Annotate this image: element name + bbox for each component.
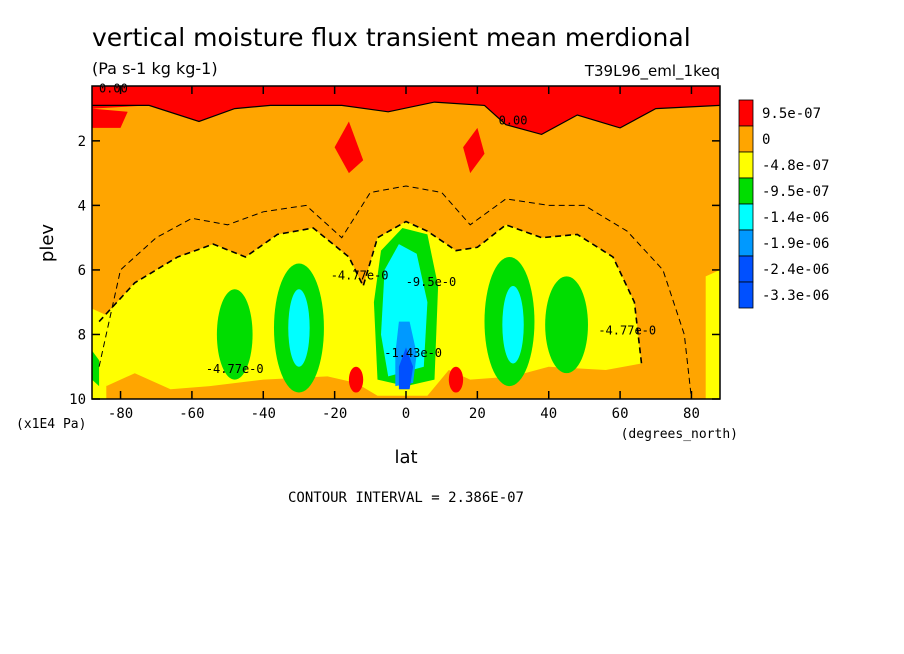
- x-tick-label: -80: [108, 406, 133, 422]
- x-axis-units: (degrees_north): [621, 427, 738, 442]
- contour-label: -4.77e-0: [206, 362, 264, 376]
- region-positive-spot: [334, 121, 364, 174]
- region-positive-spot: [463, 127, 485, 174]
- legend-swatch: [738, 203, 754, 231]
- legend-label: 0: [762, 132, 770, 148]
- colorbar-legend: 9.5e-07 0 -4.8e-07 -9.5e-07 -1.4e-06 -1.9e-06…: [738, 99, 829, 309]
- region-level-minus-1.4e-06: [288, 289, 310, 367]
- contour-interval: CONTOUR INTERVAL = 2.386E-07: [288, 490, 524, 506]
- legend-label: -4.8e-07: [762, 158, 829, 174]
- legend-swatch: [738, 255, 754, 283]
- x-tick-label: 60: [612, 406, 629, 422]
- x-tick-label: 20: [469, 406, 486, 422]
- region-positive-spot: [348, 366, 364, 393]
- contour-label: 0.00: [99, 81, 128, 95]
- region-level-minus-1.4e-06-equator: [381, 244, 428, 377]
- contour-label: -1.43e-0: [384, 346, 442, 360]
- legend-swatch: [738, 99, 754, 127]
- y-tick-label: 10: [69, 392, 86, 408]
- y-tick-label: 2: [78, 134, 86, 150]
- legend-label: -3.3e-06: [762, 288, 829, 304]
- region-positive-top-left: [92, 108, 128, 128]
- contour-label: 0.00: [499, 114, 528, 128]
- legend-label: 9.5e-07: [762, 106, 821, 122]
- contour-line: [98, 185, 692, 399]
- legend-swatch: [738, 281, 754, 309]
- region-level-minus-2.4e-06: [398, 347, 414, 390]
- x-tick-label: -20: [322, 406, 347, 422]
- plot-area: [91, 85, 721, 400]
- legend-label: -9.5e-07: [762, 184, 829, 200]
- x-tick-label: -60: [179, 406, 204, 422]
- x-tick-label: 40: [540, 406, 557, 422]
- x-tick-label: 0: [402, 406, 410, 422]
- y-tick-label: 6: [78, 263, 86, 279]
- legend-label: -2.4e-06: [762, 262, 829, 278]
- chart-units: (Pa s-1 kg kg-1): [92, 59, 218, 78]
- region-level-minus-9.5e-07-edge: [92, 350, 100, 387]
- y-axis-label: plev: [37, 224, 58, 263]
- region-level-minus-1.4e-06: [502, 286, 524, 364]
- y-tick-label: 4: [78, 198, 86, 214]
- contour-label: -4.77e-0: [331, 269, 389, 283]
- region-level-minus-9.5e-07: [545, 276, 588, 374]
- chart-dataset: T39L96_eml_1keq: [584, 62, 720, 81]
- legend-label: -1.4e-06: [762, 210, 829, 226]
- legend-swatch: [738, 151, 754, 179]
- chart-title: vertical moisture flux transient mean me…: [92, 23, 691, 52]
- legend-swatch: [738, 229, 754, 257]
- x-tick-label: -40: [251, 406, 276, 422]
- region-positive-spot: [448, 366, 464, 393]
- legend-label: -1.9e-06: [762, 236, 829, 252]
- contour-label: -9.5e-0: [406, 275, 457, 289]
- legend-swatch: [738, 177, 754, 205]
- x-tick-label: 80: [683, 406, 700, 422]
- y-axis-units: (x1E4 Pa): [16, 417, 86, 432]
- contour-label: -4.77e-0: [598, 323, 656, 337]
- region-level-minus-9.5e-07: [216, 289, 253, 380]
- legend-swatch: [738, 125, 754, 153]
- contour-line: [92, 101, 720, 136]
- y-tick-label: 8: [78, 327, 86, 343]
- x-axis-label: lat: [394, 447, 417, 468]
